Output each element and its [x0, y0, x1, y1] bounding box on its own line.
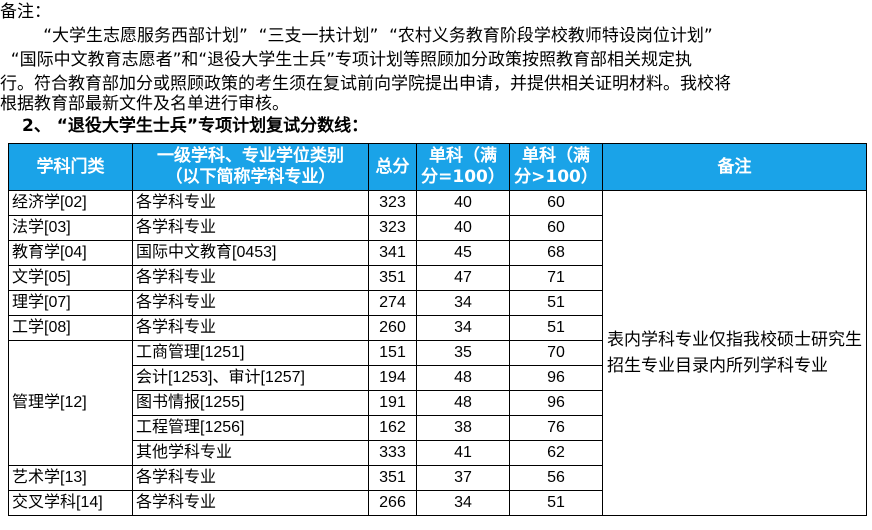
cell-total: 191 — [368, 390, 417, 416]
cell-s100plus: 96 — [509, 390, 603, 416]
table-row: 理学[07] 各学科专业 274 34 51 — [8, 290, 867, 316]
intro-line-2: “大学生志愿服务西部计划” “三支一扶计划” “农村义务教育阶段学校教师特设岗位… — [0, 26, 713, 46]
cell-s100: 37 — [416, 465, 510, 491]
cell-s100plus: 96 — [509, 365, 603, 391]
section-heading: 2、 “退役大学生士兵”专项计划复试分数线： — [22, 116, 369, 136]
cell-total: 266 — [368, 490, 417, 516]
table-header-row: 学科门类 一级学科、专业学位类别 （以下简称学科专业） 总分 单科（满 分=10… — [8, 143, 867, 191]
intro-line-4: 行。符合教育部加分或照顾政策的考生须在复试前向学院提出申请，并提供相关证明材料。… — [0, 74, 731, 94]
cell-total: 351 — [368, 465, 417, 491]
intro-line-1: 备注： — [0, 2, 51, 22]
cell-s100plus: 51 — [509, 315, 603, 341]
header-single100-line2: 分=100） — [421, 167, 505, 187]
cell-major: 工程管理[1256] — [132, 415, 369, 441]
cell-major: 各学科专业 — [132, 465, 369, 491]
cell-s100: 40 — [416, 190, 510, 216]
header-major-line2: （以下简称学科专业） — [165, 167, 336, 187]
cell-s100plus: 76 — [509, 415, 603, 441]
intro-line-5: 根据教育部最新文件及名单进行审核。 — [0, 94, 289, 114]
cell-major: 各学科专业 — [132, 190, 369, 216]
table-row: 教育学[04] 国际中文教育[0453] 341 45 68 — [8, 240, 867, 266]
cell-s100plus: 56 — [509, 465, 603, 491]
table-row: 经济学[02] 各学科专业 323 40 60 表内学科专业仅指我校硕士研究生招… — [8, 190, 867, 516]
cell-s100: 34 — [416, 315, 510, 341]
cell-note: 表内学科专业仅指我校硕士研究生招生专业目录内所列学科专业 — [602, 190, 867, 516]
cell-total: 351 — [368, 265, 417, 291]
cell-major: 各学科专业 — [132, 315, 369, 341]
cell-s100plus: 51 — [509, 290, 603, 316]
header-single100plus-line2: 分>100） — [514, 167, 598, 187]
cell-s100: 41 — [416, 440, 510, 466]
cell-category: 艺术学[13] — [8, 465, 133, 491]
header-single100: 单科（满 分=100） — [416, 143, 510, 191]
cell-s100: 34 — [416, 490, 510, 516]
cell-total: 341 — [368, 240, 417, 266]
header-major-line1: 一级学科、专业学位类别 — [157, 146, 344, 166]
header-single100plus-line1: 单科（满 — [522, 146, 590, 166]
cell-major: 国际中文教育[0453] — [132, 240, 369, 266]
header-total: 总分 — [368, 143, 417, 191]
cell-category: 工学[08] — [8, 315, 133, 341]
cell-major: 工商管理[1251] — [132, 340, 369, 366]
cell-s100plus: 68 — [509, 240, 603, 266]
cell-s100: 34 — [416, 290, 510, 316]
table-row: 交叉学科[14] 各学科专业 266 34 51 — [8, 490, 867, 516]
cell-s100: 38 — [416, 415, 510, 441]
cell-category: 理学[07] — [8, 290, 133, 316]
cell-s100: 35 — [416, 340, 510, 366]
table-row: 法学[03] 各学科专业 323 40 60 — [8, 215, 867, 241]
cell-category: 教育学[04] — [8, 240, 133, 266]
cell-total: 260 — [368, 315, 417, 341]
cell-s100: 47 — [416, 265, 510, 291]
cell-s100plus: 60 — [509, 190, 603, 216]
score-table: 学科门类 一级学科、专业学位类别 （以下简称学科专业） 总分 单科（满 分=10… — [8, 143, 867, 516]
table-row: 图书情报[1255] 191 48 96 — [9, 390, 867, 416]
cell-s100plus: 60 — [509, 215, 603, 241]
header-major: 一级学科、专业学位类别 （以下简称学科专业） — [132, 143, 369, 191]
cell-total: 274 — [368, 290, 417, 316]
table-row: 会计[1253]、审计[1257] 194 48 96 — [9, 365, 867, 391]
table-row: 艺术学[13] 各学科专业 351 37 56 — [8, 465, 867, 491]
header-single100plus: 单科（满 分>100） — [509, 143, 603, 191]
cell-major: 各学科专业 — [132, 290, 369, 316]
cell-s100: 48 — [416, 365, 510, 391]
cell-major: 其他学科专业 — [132, 440, 369, 466]
cell-s100: 45 — [416, 240, 510, 266]
cell-s100plus: 70 — [509, 340, 603, 366]
header-note: 备注 — [602, 143, 867, 191]
cell-category: 法学[03] — [8, 215, 133, 241]
cell-s100plus: 62 — [509, 440, 603, 466]
cell-category: 文学[05] — [8, 265, 133, 291]
cell-s100plus: 51 — [509, 490, 603, 516]
cell-category: 管理学[12] — [8, 340, 133, 466]
cell-s100: 48 — [416, 390, 510, 416]
cell-total: 333 — [368, 440, 417, 466]
header-category: 学科门类 — [8, 143, 133, 191]
cell-major: 会计[1253]、审计[1257] — [132, 365, 369, 391]
cell-total: 323 — [368, 190, 417, 216]
cell-category: 交叉学科[14] — [8, 490, 133, 516]
header-single100-line1: 单科（满 — [429, 146, 497, 166]
cell-total: 151 — [368, 340, 417, 366]
cell-total: 194 — [368, 365, 417, 391]
cell-category: 经济学[02] — [8, 190, 133, 216]
cell-major: 各学科专业 — [132, 490, 369, 516]
cell-total: 162 — [368, 415, 417, 441]
cell-s100: 40 — [416, 215, 510, 241]
cell-major: 图书情报[1255] — [132, 390, 369, 416]
cell-major: 各学科专业 — [132, 215, 369, 241]
intro-line-3: “国际中文教育志愿者”和“退役大学生士兵”专项计划等照顾加分政策按照教育部相关规… — [0, 50, 693, 70]
table-row: 工程管理[1256] 162 38 76 — [9, 415, 867, 441]
cell-major: 各学科专业 — [132, 265, 369, 291]
table-row: 管理学[12] 工商管理[1251] 151 35 70 — [8, 340, 867, 466]
cell-total: 323 — [368, 215, 417, 241]
cell-s100plus: 71 — [509, 265, 603, 291]
